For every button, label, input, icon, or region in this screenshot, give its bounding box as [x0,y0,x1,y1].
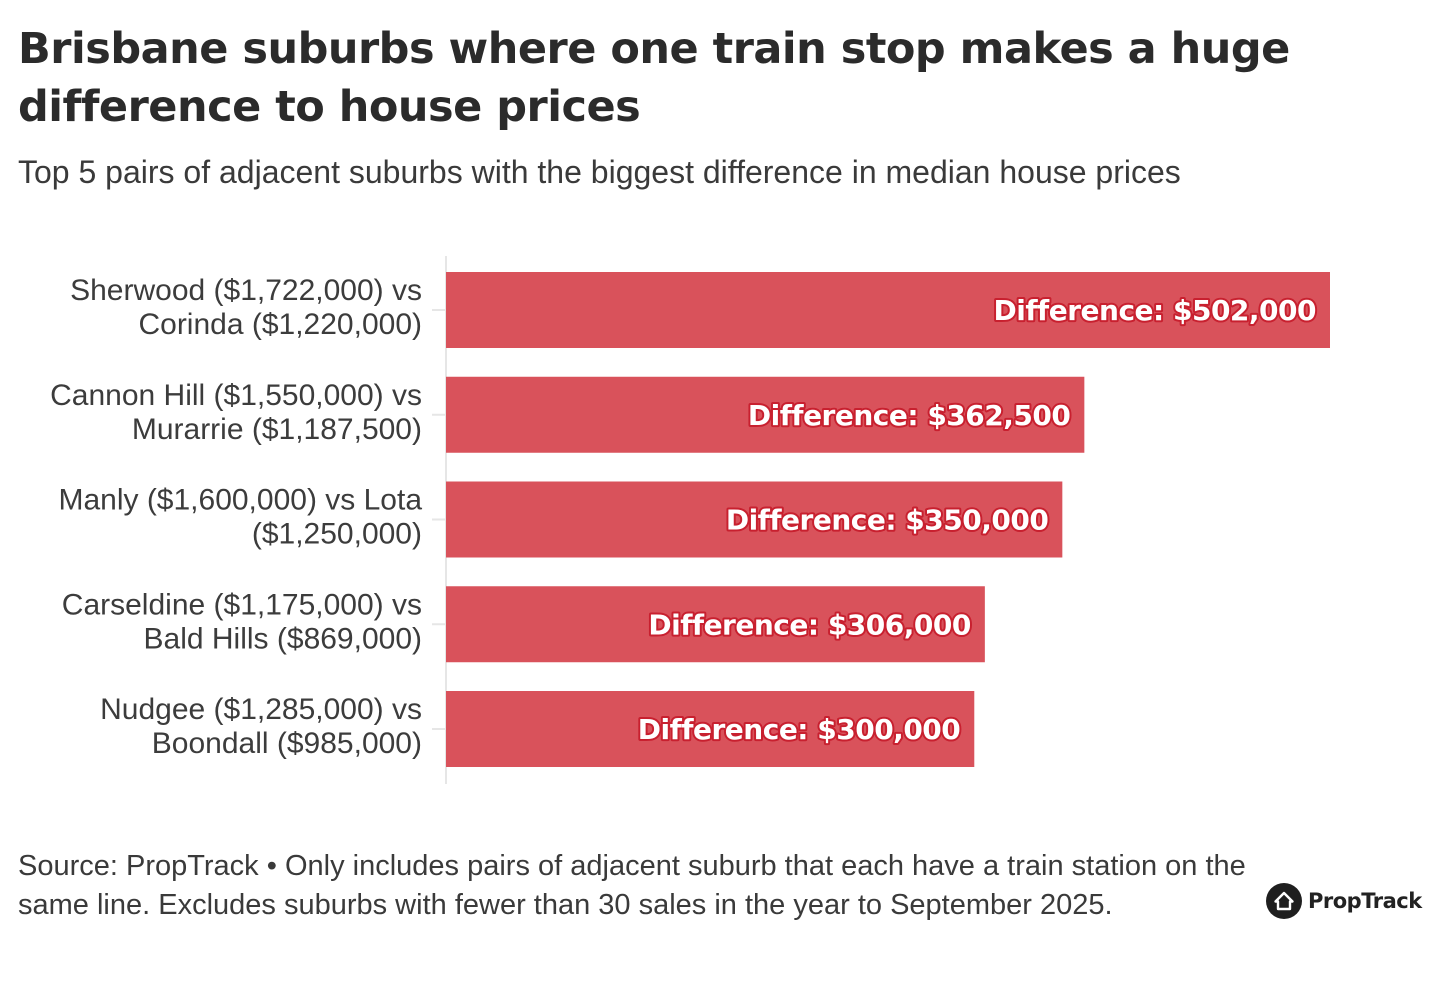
house-logo-icon [1266,883,1302,919]
category-label: Sherwood ($1,722,000) vs Corinda ($1,220,… [70,274,422,341]
category-label-line: Boondall ($985,000) [152,727,422,760]
category-label-line: Sherwood ($1,722,000) vs [70,274,422,307]
bar-data-label: Difference: $350,000 [726,504,1048,537]
bar-data-label: Difference: $306,000 [648,608,970,641]
source-footnote: Source: PropTrack • Only includes pairs … [18,850,1246,921]
category-label-line: Murarrie ($1,187,500) [132,413,422,446]
category-label-line: Manly ($1,600,000) vs Lota [58,484,422,517]
category-label-line: Cannon Hill ($1,550,000) vs [50,379,422,412]
chart-title: Brisbane suburbs where one train stop ma… [18,24,1290,132]
brand-name: PropTrack [1308,889,1422,913]
category-label: Carseldine ($1,175,000) vs Bald Hills ($8… [62,588,422,655]
bar-data-label: Difference: $502,000 [994,294,1316,327]
chart-subtitle: Top 5 pairs of adjacent suburbs with the… [18,154,1181,190]
bar [446,691,975,767]
bar [446,586,985,663]
bar [446,272,1330,348]
bar [446,376,1085,453]
category-label: Manly ($1,600,000) vs Lota ($1,250,000) [58,484,422,551]
proptrack-logo: PropTrack [1266,882,1422,920]
bar-chart: Difference: $502,000 Sherwood ($1,722,000… [50,256,1330,784]
category-label-line: Nudgee ($1,285,000) vs [100,693,422,726]
bar-data-label: Difference: $362,500 [748,399,1070,432]
category-label: Cannon Hill ($1,550,000) vs Murarrie ($1,… [50,379,422,446]
category-label-line: Carseldine ($1,175,000) vs [62,588,422,621]
category-label: Nudgee ($1,285,000) vs Boondall ($985,000… [100,693,422,760]
bar [446,481,1063,558]
category-label-line: ($1,250,000) [252,518,422,551]
bar-data-label: Difference: $300,000 [638,713,960,746]
category-label-line: Corinda ($1,220,000) [138,308,422,341]
category-label-line: Bald Hills ($869,000) [144,622,422,655]
